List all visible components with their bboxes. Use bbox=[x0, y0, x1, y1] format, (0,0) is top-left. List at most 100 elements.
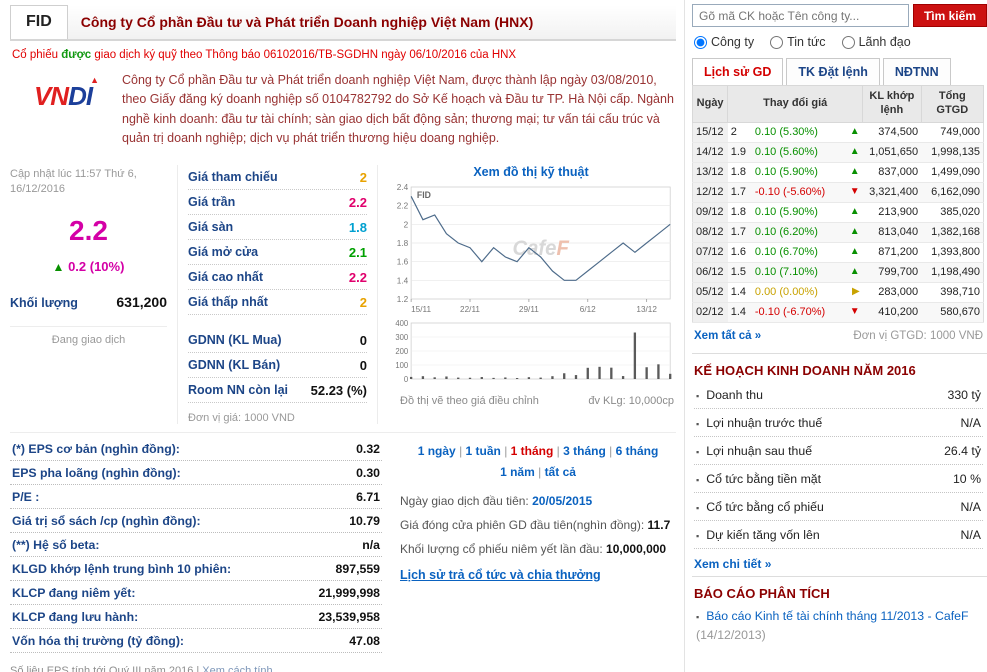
quote-field-label: Giá sàn bbox=[188, 220, 234, 234]
svg-text:100: 100 bbox=[395, 360, 409, 369]
history-change: 0.10 (7.10%) ▲ bbox=[751, 262, 863, 283]
history-price: 1.7 bbox=[727, 222, 752, 243]
history-date: 05/12 bbox=[692, 282, 728, 303]
range-link-4[interactable]: 3 tháng bbox=[563, 443, 606, 458]
history-volume: 410,200 bbox=[862, 302, 922, 323]
tab-lich-su-gd[interactable]: Lịch sử GD bbox=[692, 58, 784, 85]
history-date: 06/12 bbox=[692, 262, 728, 283]
svg-text:6/12: 6/12 bbox=[580, 303, 596, 313]
tab-tk-dat-lenh[interactable]: TK Đặt lệnh bbox=[786, 58, 880, 85]
metric-value: 897,559 bbox=[335, 561, 380, 576]
history-value: 398,710 bbox=[921, 282, 984, 303]
separator: | bbox=[455, 443, 466, 458]
plan-label: Lợi nhuận trước thuế bbox=[706, 415, 823, 430]
col-date: Ngày bbox=[691, 85, 729, 123]
report-link[interactable]: Báo cáo Kinh tế tài chính tháng 11/2013 … bbox=[706, 608, 969, 623]
plan-label: Cổ tức bằng tiền mặt bbox=[706, 471, 822, 486]
history-change: -0.10 (-5.60%) ▼ bbox=[751, 182, 863, 203]
history-row: 07/12 1.6 0.10 (6.70%) ▲ 871,200 1,393,800 bbox=[692, 242, 984, 263]
footnote-eps-link[interactable]: Xem cách tính bbox=[202, 664, 273, 672]
radio-option-3[interactable]: Lãnh đạo bbox=[841, 35, 911, 49]
history-volume: 1,051,650 bbox=[862, 142, 922, 163]
range-link-3[interactable]: 1 tháng bbox=[510, 443, 554, 458]
svg-text:0: 0 bbox=[404, 374, 409, 383]
chart-range-links: 1 ngày | 1 tuần | 1 tháng | 3 tháng | 6 … bbox=[400, 441, 676, 484]
radio-option-2[interactable]: Tin tức bbox=[770, 35, 826, 49]
history-price: 1.8 bbox=[727, 202, 752, 223]
first-trading-day-row: Ngày giao dịch đầu tiên: 20/05/2015 bbox=[400, 494, 676, 508]
logo-text-di: DI bbox=[68, 81, 93, 111]
plan-value: N/A bbox=[960, 415, 982, 430]
up-arrow-icon: ▲ bbox=[849, 246, 860, 257]
first-volume-row: Khối lượng cổ phiếu niêm yết lần đầu: 10… bbox=[400, 542, 676, 556]
notice-highlight: được bbox=[61, 49, 92, 61]
history-change-text: -0.10 (-6.70%) bbox=[754, 306, 826, 318]
range-link-5[interactable]: 6 tháng bbox=[615, 443, 659, 458]
metric-row: Giá trị sổ sách /cp (nghìn đồng): 10.79 bbox=[10, 509, 382, 533]
plan-row: ▪ Doanh thu 330 tỷ bbox=[694, 381, 983, 409]
svg-text:300: 300 bbox=[395, 332, 409, 341]
footnote-eps: Số liệu EPS tính tới Quý III năm 2016 | … bbox=[10, 662, 382, 672]
search-scope-radios: Công ty Tin tức Lãnh đạo bbox=[692, 27, 987, 55]
history-volume: 837,000 bbox=[862, 162, 922, 183]
quote-field-label: Giá thấp nhất bbox=[188, 295, 268, 309]
metric-label: P/E : bbox=[12, 489, 40, 504]
first-trading-day-value: 20/05/2015 bbox=[532, 493, 593, 508]
bullet-icon: ▪ bbox=[696, 502, 700, 513]
plan-value: 10 % bbox=[952, 471, 981, 486]
up-arrow-icon: ▲ bbox=[849, 206, 860, 217]
technical-chart-link[interactable]: Xem đồ thị kỹ thuật bbox=[473, 164, 589, 179]
svg-text:2: 2 bbox=[404, 219, 409, 229]
chart-captions: Đồ thị vẽ theo giá điều chỉnh đv KLg: 10… bbox=[386, 393, 676, 407]
ticker-tab[interactable]: FID bbox=[10, 5, 68, 39]
view-all-link[interactable]: Xem tất cả » bbox=[694, 329, 762, 342]
history-date: 14/12 bbox=[692, 142, 728, 163]
company-overview: VNDI ▲ Công ty Cổ phần Đầu tư và Phát tr… bbox=[10, 67, 676, 157]
separator: | bbox=[605, 443, 616, 458]
history-row: 09/12 1.8 0.10 (5.90%) ▲ 213,900 385,020 bbox=[692, 202, 984, 223]
radio-input-2[interactable] bbox=[770, 35, 784, 49]
margin-notice: Cổ phiếu được giao dịch ký quỹ theo Thôn… bbox=[10, 41, 676, 67]
bullet-icon: ▪ bbox=[696, 530, 700, 541]
radio-input-1[interactable] bbox=[694, 35, 707, 49]
search-bar: Tìm kiếm bbox=[692, 4, 987, 27]
plan-detail-link[interactable]: Xem chi tiết » bbox=[694, 556, 772, 571]
radio-input-3[interactable] bbox=[841, 35, 855, 49]
svg-text:22/11: 22/11 bbox=[460, 303, 480, 313]
plan-label: Doanh thu bbox=[706, 387, 763, 402]
plan-row: ▪ Dự kiến tăng vốn lên N/A bbox=[694, 521, 983, 549]
up-arrow-icon: ▲ bbox=[849, 146, 860, 157]
history-date: 09/12 bbox=[692, 202, 728, 223]
up-arrow-icon: ▲ bbox=[849, 266, 860, 277]
search-button[interactable]: Tìm kiếm bbox=[912, 4, 987, 27]
svg-text:15/11: 15/11 bbox=[411, 303, 431, 313]
metric-label: KLGD khớp lệnh trung bình 10 phiên: bbox=[12, 561, 232, 576]
first-close-value: 11.7 bbox=[647, 517, 671, 532]
quote-field-row: Giá tham chiếu 2 bbox=[188, 165, 367, 190]
history-price: 1.6 bbox=[727, 242, 752, 263]
metric-row: KLCP đang niêm yết: 21,999,998 bbox=[10, 581, 382, 605]
metric-row: KLGD khớp lệnh trung bình 10 phiên: 897,5… bbox=[10, 557, 382, 581]
tab-ndtnn[interactable]: NĐTNN bbox=[882, 58, 951, 85]
metric-label: KLCP đang lưu hành: bbox=[12, 609, 139, 624]
search-input[interactable] bbox=[692, 4, 909, 27]
quote-field-value: 52.23 (%) bbox=[310, 382, 367, 398]
first-close-row: Giá đóng cửa phiên GD đầu tiên(nghìn đồn… bbox=[400, 518, 676, 532]
quote-fields: Giá tham chiếu 2 Giá trần 2.2 Giá sàn 1.8 Giá … bbox=[188, 165, 367, 403]
range-link-6[interactable]: 1 năm bbox=[500, 465, 535, 480]
logo-text-vn: VN bbox=[33, 81, 69, 111]
quote-field-value: 1.8 bbox=[348, 219, 367, 235]
quote-field-row: Giá thấp nhất 2 bbox=[188, 290, 367, 315]
plan-value: 330 tỷ bbox=[947, 387, 982, 402]
history-row: 13/12 1.8 0.10 (5.90%) ▲ 837,000 1,499,090 bbox=[692, 162, 984, 183]
range-link-7[interactable]: tất cả bbox=[544, 465, 576, 480]
radio-option-1[interactable]: Công ty bbox=[694, 35, 754, 49]
range-link-2[interactable]: 1 tuần bbox=[465, 443, 501, 458]
range-link-1[interactable]: 1 ngày bbox=[417, 443, 456, 458]
dividend-history-link[interactable]: Lịch sử trả cổ tức và chia thưởng bbox=[400, 567, 601, 582]
current-price: 2.2 bbox=[69, 215, 108, 247]
metric-value: 10.79 bbox=[349, 513, 380, 528]
first-volume-label: Khối lượng cổ phiếu niêm yết lần đầu: bbox=[400, 541, 603, 556]
